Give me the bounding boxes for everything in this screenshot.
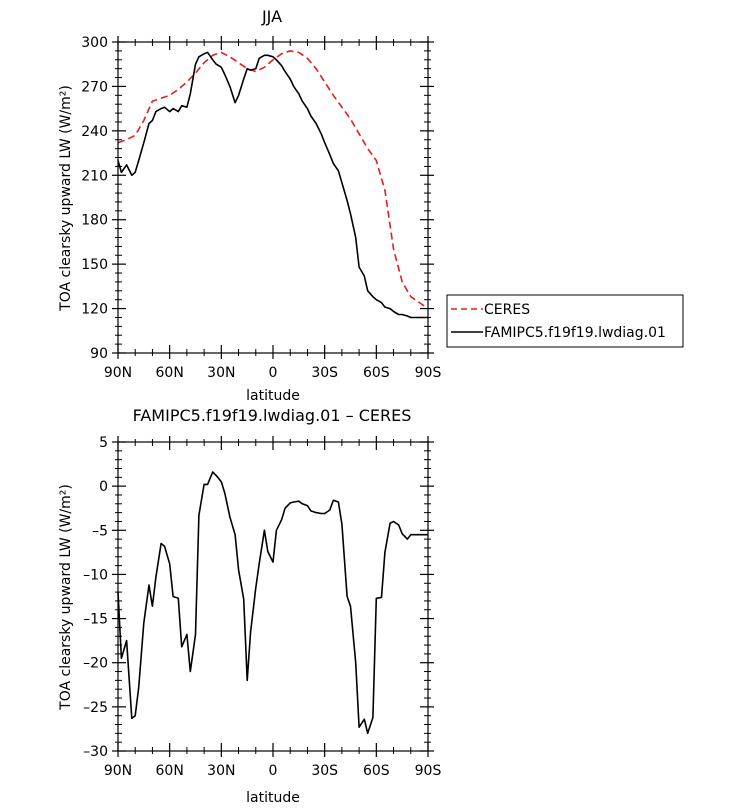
x-tick-label: 30S [311, 763, 338, 779]
bottom-x-axis-title: latitude [246, 790, 300, 806]
y-tick-label: 5 [99, 435, 108, 451]
x-tick-label: 90S [415, 763, 442, 779]
legend-box [446, 294, 684, 348]
y-tick-label: 90 [90, 346, 108, 362]
y-tick-label: –15 [83, 612, 108, 628]
top-chart-title: JJA [261, 7, 282, 26]
bottom-ticks [112, 436, 434, 757]
x-tick-label: 60S [363, 365, 390, 381]
legend-model-label: FAMIPC5.f19f19.lwdiag.01 [484, 325, 666, 341]
top-x-tick-labels: 90N 60N 30N 0 30S 60S 90S [104, 365, 442, 381]
y-tick-label: –30 [83, 744, 108, 760]
y-tick-label: 0 [99, 479, 108, 495]
y-tick-label: 240 [81, 124, 108, 140]
legend: CERES FAMIPC5.f19f19.lwdiag.01 [446, 294, 684, 348]
bottom-plot-frame [117, 441, 429, 752]
top-lines [117, 50, 429, 319]
series-line-1 [117, 50, 429, 310]
x-tick-label: 0 [269, 763, 278, 779]
bottom-y-axis-title: TOA clearsky upward LW (W/m²) [58, 484, 74, 711]
top-y-axis-title: TOA clearsky upward LW (W/m²) [58, 85, 74, 312]
bottom-x-tick-labels: 90N 60N 30N 0 30S 60S 90S [104, 763, 442, 779]
x-tick-label: 90S [415, 365, 442, 381]
legend-ceres-label: CERES [484, 302, 530, 318]
top-ticks [112, 36, 434, 359]
bottom-lines [117, 471, 428, 735]
y-tick-label: 300 [81, 35, 108, 51]
top-y-tick-labels: 90 120 150 180 210 240 270 300 [81, 35, 108, 362]
bottom-y-tick-labels: –30 –25 –20 –15 –10 –5 0 5 [83, 435, 108, 760]
y-tick-label: –10 [83, 567, 108, 583]
y-tick-label: 120 [81, 302, 108, 318]
top-panel: JJA 90N 60N 30N 0 30S 60S 90S 90 120 150 180 210 24… [58, 7, 441, 404]
x-tick-label: 60S [363, 763, 390, 779]
top-plot-frame [117, 41, 429, 354]
y-tick-label: 150 [81, 257, 108, 273]
x-tick-label: 90N [104, 365, 132, 381]
series-line-2 [117, 51, 428, 319]
y-tick-label: 210 [81, 168, 108, 184]
series-line-1 [117, 471, 428, 735]
y-tick-label: 180 [81, 213, 108, 229]
top-x-axis-title: latitude [246, 388, 300, 404]
x-tick-label: 30N [207, 763, 235, 779]
x-tick-label: 60N [156, 365, 184, 381]
y-tick-label: –5 [92, 523, 108, 539]
x-tick-label: 60N [156, 763, 184, 779]
x-tick-label: 30S [311, 365, 338, 381]
y-tick-label: 270 [81, 79, 108, 95]
y-tick-label: –25 [83, 700, 108, 716]
y-tick-label: –20 [83, 656, 108, 672]
bottom-chart-title: FAMIPC5.f19f19.lwdiag.01 – CERES [133, 406, 412, 425]
x-tick-label: 30N [207, 365, 235, 381]
bottom-panel: FAMIPC5.f19f19.lwdiag.01 – CERES 90N 60N 3… [58, 406, 441, 806]
x-tick-label: 0 [269, 365, 278, 381]
x-tick-label: 90N [104, 763, 132, 779]
